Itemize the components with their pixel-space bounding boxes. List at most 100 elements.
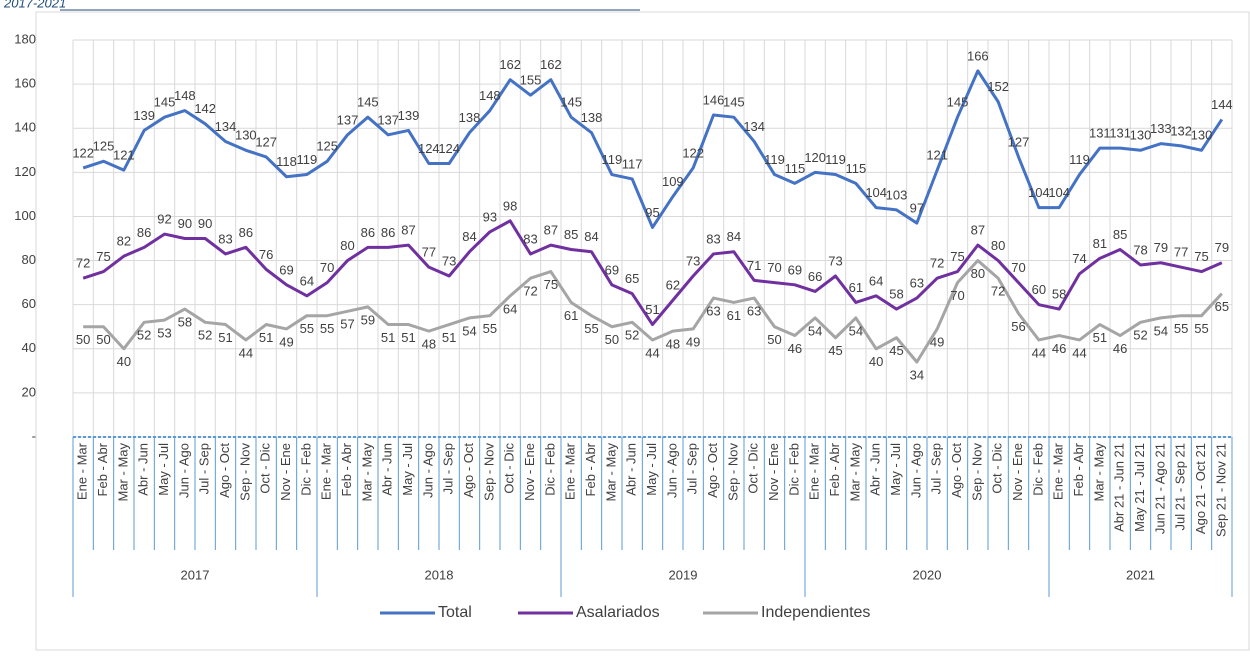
data-label: 49 — [279, 334, 293, 349]
data-label: 133 — [1150, 121, 1172, 136]
data-label: 51 — [218, 330, 232, 345]
data-label: 104 — [865, 185, 887, 200]
data-label: 104 — [1028, 185, 1050, 200]
data-label: 84 — [584, 229, 598, 244]
x-tick-label: May - Jul — [888, 443, 903, 496]
data-label: 58 — [1052, 287, 1066, 302]
x-tick-label: Mar - May — [603, 443, 618, 502]
x-tick-label: Ago - Oct — [949, 443, 964, 498]
series-line — [83, 259, 1223, 364]
data-label: 82 — [117, 234, 131, 249]
data-label: 103 — [886, 187, 908, 202]
data-label: 64 — [503, 301, 517, 316]
data-label: 118 — [276, 154, 297, 169]
data-label: 95 — [645, 205, 659, 220]
data-label: 51 — [401, 330, 415, 345]
y-tick-label: 140 — [14, 120, 36, 135]
data-label: 70 — [1011, 260, 1025, 275]
data-label: 93 — [483, 209, 497, 224]
data-label: 52 — [137, 328, 151, 343]
data-label: 55 — [320, 321, 334, 336]
data-label: 125 — [316, 139, 338, 154]
data-label: 71 — [747, 258, 761, 273]
data-label: 122 — [682, 145, 704, 160]
data-label: 145 — [154, 95, 176, 110]
y-tick-label: 40 — [22, 340, 36, 355]
data-label: 98 — [503, 198, 517, 213]
data-label: 52 — [198, 328, 212, 343]
data-label: 70 — [767, 260, 781, 275]
data-label: 54 — [808, 323, 822, 338]
data-label: 134 — [743, 119, 765, 134]
x-tick-label: Mar - May — [115, 443, 130, 502]
data-label: 69 — [279, 262, 293, 277]
data-label: 85 — [564, 227, 578, 242]
data-label: 55 — [1174, 321, 1188, 336]
data-label: 52 — [625, 328, 639, 343]
data-label: 72 — [523, 284, 537, 299]
data-label: 63 — [706, 303, 720, 318]
x-tick-label: Jun 21 - Ago 21 — [1152, 443, 1167, 534]
data-label: 127 — [255, 134, 277, 149]
data-label: 46 — [1113, 341, 1127, 356]
x-tick-label: Oct - Dic — [502, 443, 517, 494]
data-label: 87 — [971, 223, 985, 238]
x-tick-label: Dic - Feb — [786, 443, 801, 496]
data-label: 127 — [1008, 134, 1030, 149]
x-tick-label: Mar - May — [847, 443, 862, 502]
x-tick-label: Dic - Feb — [1030, 443, 1045, 496]
data-label: 55 — [1194, 321, 1208, 336]
data-label: 86 — [361, 225, 375, 240]
data-label: 130 — [1191, 128, 1213, 143]
data-label: 50 — [96, 332, 110, 347]
data-label: 48 — [666, 337, 680, 352]
data-label: 162 — [499, 57, 521, 72]
data-label: 51 — [1093, 330, 1107, 345]
data-label: 50 — [767, 332, 781, 347]
x-tick-label: Feb - Abr — [339, 442, 354, 496]
y-tick-label: 180 — [14, 31, 36, 46]
y-tick-label: 160 — [14, 76, 36, 91]
data-label: 87 — [401, 223, 415, 238]
series-line — [82, 219, 1223, 327]
data-label: 131 — [1089, 126, 1111, 141]
data-label: 75 — [950, 249, 964, 264]
data-label: 115 — [845, 161, 866, 176]
data-label: 145 — [947, 95, 969, 110]
data-label: 148 — [479, 88, 501, 103]
data-label: 142 — [194, 101, 216, 116]
data-label: 61 — [564, 308, 578, 323]
y-tick-label: 120 — [14, 164, 36, 179]
data-label: 55 — [584, 321, 598, 336]
data-label: 56 — [1011, 319, 1025, 334]
data-label: 55 — [300, 321, 314, 336]
data-label: 145 — [560, 95, 582, 110]
data-label: 92 — [157, 212, 171, 227]
data-label: 72 — [930, 256, 944, 271]
data-label: 81 — [1093, 236, 1107, 251]
data-label: 83 — [706, 231, 720, 246]
data-label: 134 — [215, 119, 237, 134]
x-tick-label: Sep 21 - Nov 21 — [1213, 443, 1228, 537]
data-label: 137 — [337, 112, 359, 127]
x-tick-label: May - Jul — [400, 443, 415, 496]
data-label: 75 — [96, 249, 110, 264]
data-label: 80 — [971, 266, 985, 281]
x-tick-label: Nov - Ene — [522, 443, 537, 501]
x-tick-label: Mar - May — [1091, 443, 1106, 502]
x-tick-label: Sep - Nov — [725, 443, 740, 501]
x-tick-label: Oct - Dic — [990, 443, 1005, 494]
data-label: 83 — [218, 231, 232, 246]
data-label: 80 — [340, 238, 354, 253]
data-label: 119 — [601, 152, 622, 167]
data-label: 55 — [483, 321, 497, 336]
x-tick-label: Sep - Nov — [237, 443, 252, 501]
data-label: 79 — [1154, 240, 1168, 255]
data-label: 80 — [991, 238, 1005, 253]
data-label: 70 — [320, 260, 334, 275]
data-label: 45 — [828, 343, 842, 358]
data-label: 74 — [1072, 251, 1086, 266]
data-label: 65 — [625, 271, 639, 286]
chart-title: 2017-2021 — [3, 0, 66, 10]
data-label: 73 — [686, 253, 700, 268]
